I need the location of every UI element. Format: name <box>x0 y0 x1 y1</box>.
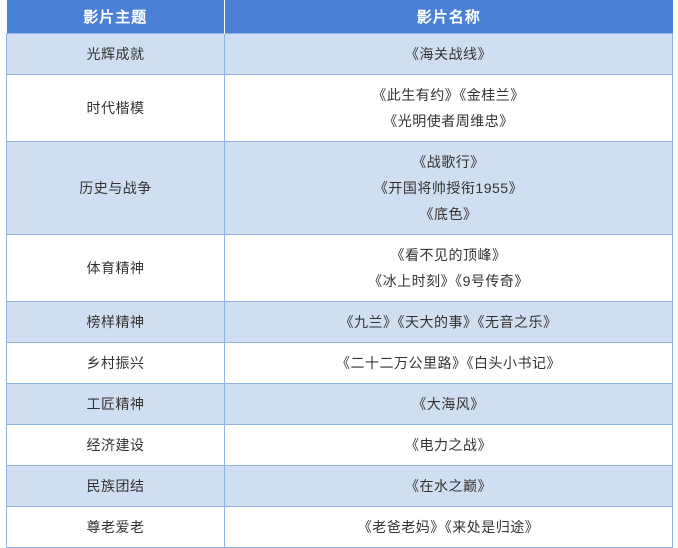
film-title-line: 《看不见的顶峰》 <box>390 247 507 263</box>
cell-film-names: 《战歌行》《开国将帅授衔1955》 《底色》 <box>224 141 673 235</box>
film-title-line: 《冰上时刻》《9号传奇》 <box>368 273 529 289</box>
column-header-theme: 影片主题 <box>6 0 225 34</box>
cell-film-names: 《电力之战》 <box>224 424 673 466</box>
cell-theme: 尊老爱老 <box>6 506 225 548</box>
table-row: 体育精神 《看不见的顶峰》 《冰上时刻》《9号传奇》 <box>6 234 673 302</box>
film-title-line: 《开国将帅授衔1955》 <box>373 180 524 196</box>
table-body: 光辉成就 《海关战线》 时代楷模 《此生有约》《金桂兰》 《光明使者周维忠》 历史与战争《… <box>6 33 673 548</box>
film-title-line: 《二十二万公里路》《白头小书记》 <box>336 355 561 371</box>
cell-film-names: 《此生有约》《金桂兰》 《光明使者周维忠》 <box>224 74 673 142</box>
film-title-line: 《电力之战》 <box>405 437 492 453</box>
table-row: 光辉成就 《海关战线》 <box>6 33 673 75</box>
table-row: 时代楷模 《此生有约》《金桂兰》 《光明使者周维忠》 <box>6 74 673 142</box>
cell-film-names: 《看不见的顶峰》《冰上时刻》《9号传奇》 <box>224 234 673 302</box>
table-header: 影片主题 影片名称 <box>6 0 673 34</box>
cell-theme: 光辉成就 <box>6 33 225 75</box>
film-title-line: 《九兰》《天大的事》《无音之乐》 <box>339 314 558 330</box>
cell-theme: 体育精神 <box>6 234 225 302</box>
cell-film-names: 《在水之巅》 <box>224 465 673 507</box>
film-title-line: 《老爸老妈》《来处是归途》 <box>357 519 540 535</box>
table-row: 乡村振兴 《二十二万公里路》《白头小书记》 <box>6 342 673 384</box>
cell-film-names: 《海关战线》 <box>224 33 673 75</box>
film-title-line: 《此生有约》《金桂兰》 <box>372 87 525 103</box>
table-row: 工匠精神 《大海风》 <box>6 383 673 425</box>
cell-film-names: 《老爸老妈》《来处是归途》 <box>224 506 673 548</box>
cell-theme: 历史与战争 <box>6 141 225 235</box>
table-row: 历史与战争 《战歌行》 《开国将帅授衔1955》 《底色》 <box>6 141 673 235</box>
header-row: 影片主题 影片名称 <box>6 0 673 34</box>
table-row: 民族团结 《在水之巅》 <box>6 465 673 507</box>
film-title-line: 《底色》 <box>419 206 478 222</box>
cell-film-names: 《二十二万公里路》《白头小书记》 <box>224 342 673 384</box>
film-theme-table: 影片主题 影片名称 光辉成就 《海关战线》 时代楷模 《此生有约》《金桂兰》 《光明使者… <box>6 0 673 548</box>
film-title-line: 《在水之巅》 <box>405 478 492 494</box>
cell-theme: 工匠精神 <box>6 383 225 425</box>
film-title-line: 《光明使者周维忠》 <box>383 113 514 129</box>
table-row: 榜样精神 《九兰》《天大的事》《无音之乐》 <box>6 301 673 343</box>
cell-theme: 乡村振兴 <box>6 342 225 384</box>
film-title-line: 《海关战线》 <box>405 46 492 62</box>
table-row: 尊老爱老 《老爸老妈》《来处是归途》 <box>6 506 673 548</box>
cell-film-names: 《九兰》《天大的事》《无音之乐》 <box>224 301 673 343</box>
film-title-line: 《大海风》 <box>412 396 485 412</box>
cell-theme: 民族团结 <box>6 465 225 507</box>
cell-film-names: 《大海风》 <box>224 383 673 425</box>
cell-theme: 经济建设 <box>6 424 225 466</box>
cell-theme: 时代楷模 <box>6 74 225 142</box>
column-header-name: 影片名称 <box>224 0 673 34</box>
film-title-line: 《战歌行》 <box>412 154 485 170</box>
cell-theme: 榜样精神 <box>6 301 225 343</box>
table-row: 经济建设 《电力之战》 <box>6 424 673 466</box>
